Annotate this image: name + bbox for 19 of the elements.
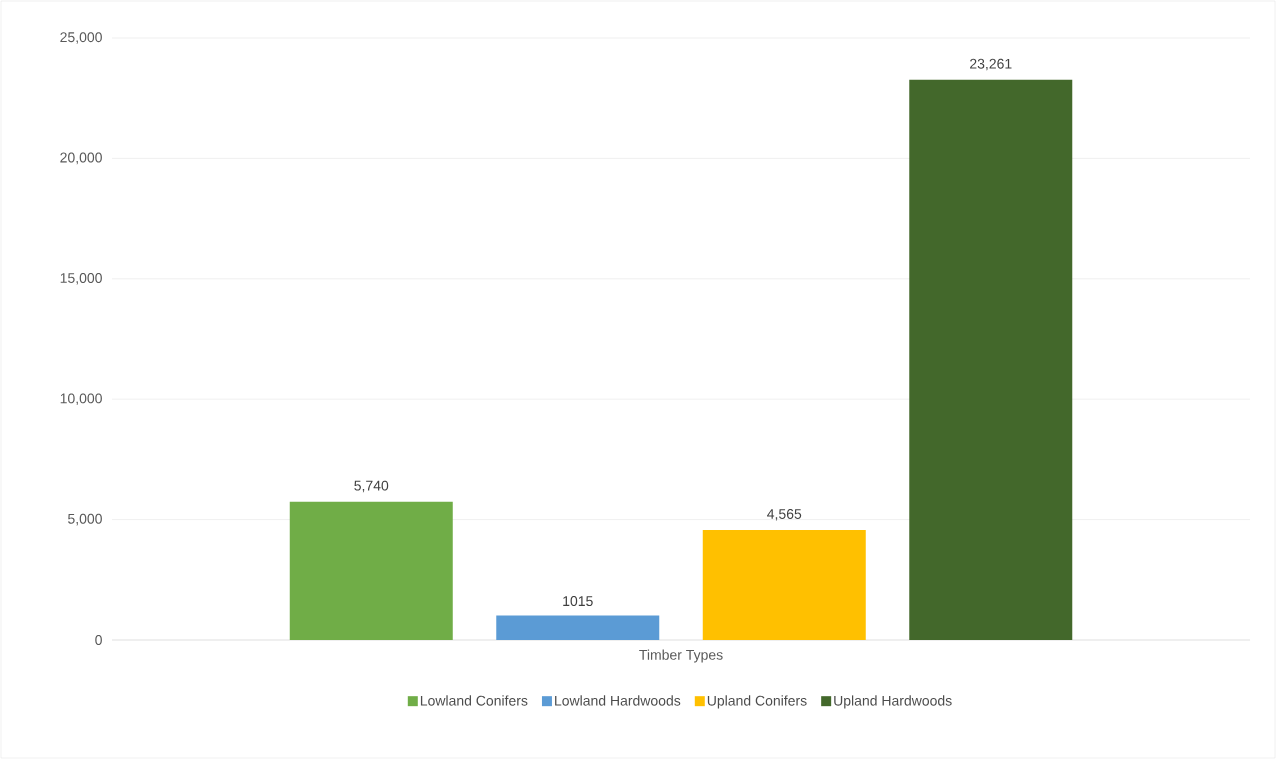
y-tick-label: 25,000 bbox=[60, 32, 102, 44]
data-label: 5,740 bbox=[354, 480, 389, 493]
bar bbox=[702, 530, 866, 640]
data-label: 4,565 bbox=[767, 508, 802, 521]
y-tick-label: 5,000 bbox=[68, 513, 102, 526]
legend-label: Lowland Conifers bbox=[420, 695, 528, 706]
legend-label: Upland Conifers bbox=[707, 695, 807, 709]
bar bbox=[289, 501, 453, 640]
legend-label: Upland Hardwoods bbox=[834, 695, 952, 709]
bar bbox=[909, 79, 1073, 640]
x-tick-label: Timber Types bbox=[639, 649, 723, 663]
y-tick-label: 0 bbox=[95, 635, 102, 645]
bar bbox=[496, 615, 660, 640]
y-tick-label: 10,000 bbox=[60, 393, 102, 405]
data-label: 1015 bbox=[563, 596, 593, 607]
legend-label: Lowland Hardwoods bbox=[555, 695, 681, 706]
data-label: 23,261 bbox=[970, 58, 1012, 71]
y-tick-label: 15,000 bbox=[60, 273, 102, 285]
y-tick-label: 20,000 bbox=[60, 152, 102, 165]
